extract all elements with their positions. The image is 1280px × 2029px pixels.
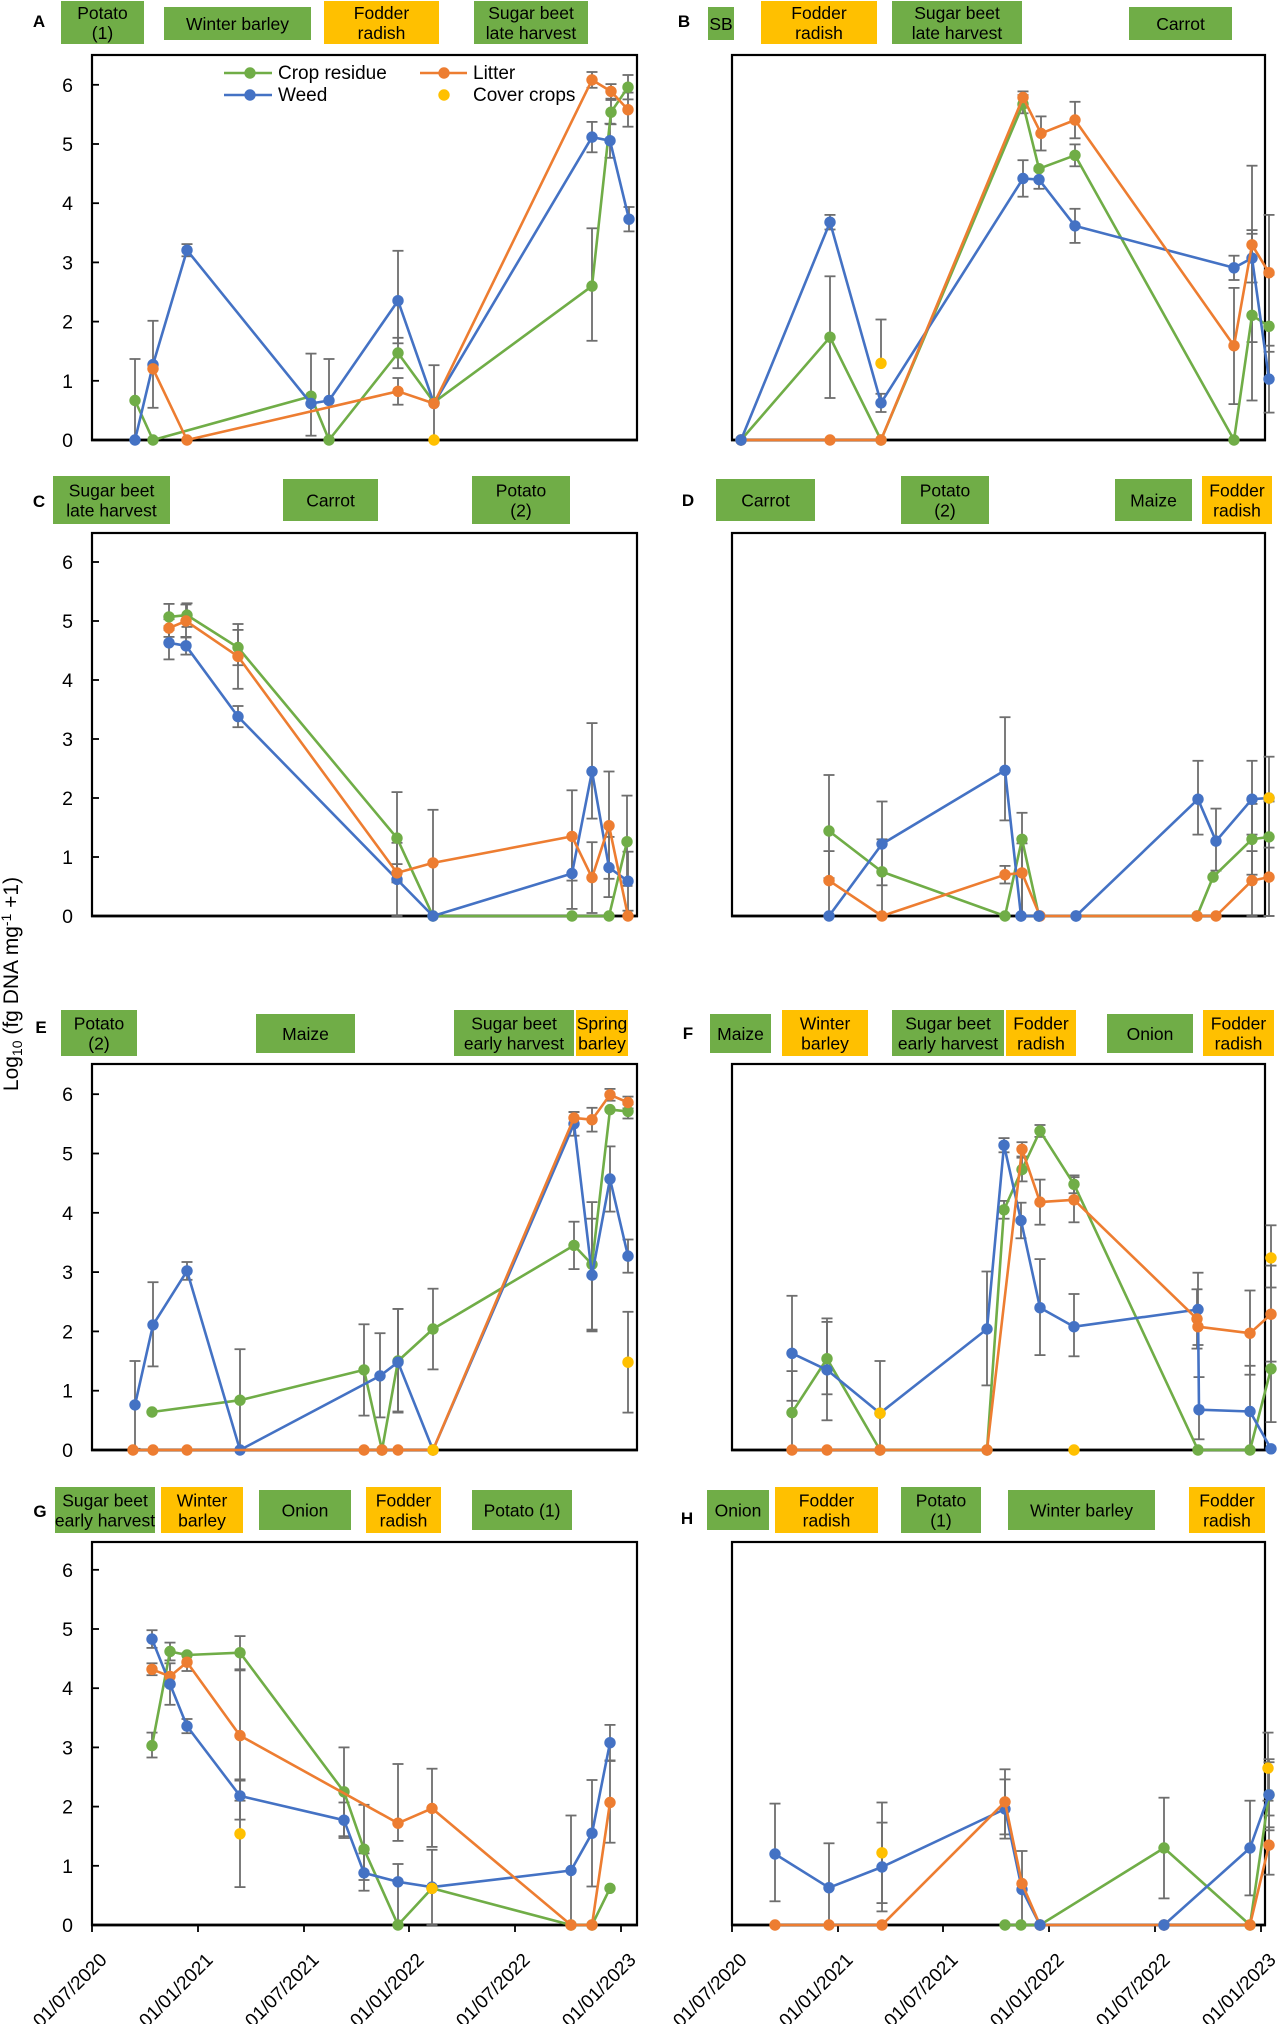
svg-text:(1): (1) [92,23,113,43]
svg-text:Sugar beet: Sugar beet [471,1014,557,1034]
svg-text:Fodder: Fodder [354,3,410,23]
svg-text:4: 4 [62,1678,73,1700]
svg-text:2: 2 [62,1797,73,1819]
svg-text:Winter barley: Winter barley [1030,1501,1133,1521]
svg-text:6: 6 [62,552,73,574]
svg-text:Maize: Maize [717,1024,764,1044]
svg-text:Carrot: Carrot [1156,14,1205,34]
svg-text:late harvest: late harvest [912,23,1003,43]
svg-text:Maize: Maize [282,1024,329,1044]
svg-text:6: 6 [62,75,73,97]
svg-text:Winter: Winter [177,1491,228,1511]
svg-text:radish: radish [358,23,406,43]
svg-text:early harvest: early harvest [898,1034,998,1054]
svg-text:radish: radish [1215,1034,1263,1054]
svg-text:Carrot: Carrot [306,491,355,511]
svg-text:Fodder: Fodder [1209,481,1265,501]
svg-text:Spring: Spring [577,1014,628,1034]
svg-text:2: 2 [62,788,73,810]
svg-text:early harvest: early harvest [55,1511,155,1531]
svg-text:2: 2 [62,312,73,334]
svg-text:G: G [33,1502,46,1521]
svg-text:(2): (2) [88,1034,109,1054]
svg-text:Sugar beet: Sugar beet [488,3,574,23]
svg-text:1: 1 [62,847,73,869]
svg-text:5: 5 [62,134,73,156]
svg-text:radish: radish [1213,501,1261,521]
svg-text:Potato: Potato [74,1014,125,1034]
svg-text:(1): (1) [930,1511,951,1531]
svg-text:6: 6 [62,1084,73,1106]
svg-text:A: A [33,12,45,31]
svg-text:Sugar beet: Sugar beet [914,3,1000,23]
svg-text:Fodder: Fodder [1013,1014,1069,1034]
svg-text:Onion: Onion [282,1501,329,1521]
svg-text:E: E [35,1018,46,1037]
svg-text:late harvest: late harvest [66,501,157,521]
svg-text:radish: radish [803,1511,851,1531]
svg-text:Weed: Weed [278,85,327,106]
svg-text:1: 1 [62,371,73,393]
svg-text:Litter: Litter [473,63,516,84]
svg-text:4: 4 [62,670,73,692]
svg-text:Log10 (fg DNA mg-1 +1): Log10 (fg DNA mg-1 +1) [0,877,25,1091]
svg-text:late harvest: late harvest [486,23,577,43]
svg-text:early harvest: early harvest [464,1034,564,1054]
svg-text:3: 3 [62,252,73,274]
svg-text:B: B [678,12,690,31]
svg-text:0: 0 [62,1440,73,1462]
svg-text:Potato: Potato [77,3,128,23]
svg-text:radish: radish [380,1511,428,1531]
svg-text:4: 4 [62,193,73,215]
svg-text:radish: radish [1203,1511,1251,1531]
svg-text:H: H [681,1509,693,1528]
svg-text:1: 1 [62,1381,73,1403]
svg-text:Onion: Onion [715,1501,762,1521]
svg-text:radish: radish [795,23,843,43]
svg-text:Potato: Potato [920,481,971,501]
svg-text:barley: barley [178,1511,226,1531]
svg-text:barley: barley [578,1034,626,1054]
svg-text:Fodder: Fodder [799,1491,855,1511]
svg-text:SB: SB [709,14,732,34]
svg-text:2: 2 [62,1321,73,1343]
svg-text:Crop residue: Crop residue [278,63,387,84]
svg-text:5: 5 [62,611,73,633]
svg-text:0: 0 [62,430,73,452]
svg-text:Winter barley: Winter barley [186,14,289,34]
svg-text:3: 3 [62,729,73,751]
svg-text:0: 0 [62,906,73,928]
svg-text:Sugar beet: Sugar beet [69,481,155,501]
svg-text:4: 4 [62,1203,73,1225]
svg-text:Maize: Maize [1130,491,1177,511]
svg-text:Cover crops: Cover crops [473,85,575,106]
svg-text:Fodder: Fodder [1199,1491,1255,1511]
svg-text:Fodder: Fodder [1211,1014,1267,1034]
svg-text:5: 5 [62,1619,73,1641]
svg-text:C: C [33,492,45,511]
svg-text:radish: radish [1017,1034,1065,1054]
svg-text:3: 3 [62,1737,73,1759]
svg-text:F: F [683,1024,693,1043]
svg-text:Fodder: Fodder [376,1491,432,1511]
svg-text:(2): (2) [510,501,531,521]
svg-text:5: 5 [62,1144,73,1166]
svg-text:(2): (2) [934,501,955,521]
svg-text:Potato: Potato [496,481,547,501]
svg-text:D: D [682,491,694,510]
svg-text:Sugar beet: Sugar beet [62,1491,148,1511]
svg-text:1: 1 [62,1856,73,1878]
svg-text:6: 6 [62,1560,73,1582]
svg-text:Carrot: Carrot [741,491,790,511]
svg-text:0: 0 [62,1915,73,1937]
svg-text:Sugar beet: Sugar beet [905,1014,991,1034]
svg-text:Potato: Potato [916,1491,967,1511]
svg-text:Winter: Winter [800,1014,851,1034]
svg-text:Onion: Onion [1127,1024,1174,1044]
svg-text:barley: barley [801,1034,849,1054]
svg-text:3: 3 [62,1262,73,1284]
svg-text:Potato (1): Potato (1) [484,1501,561,1521]
svg-text:Fodder: Fodder [791,3,847,23]
